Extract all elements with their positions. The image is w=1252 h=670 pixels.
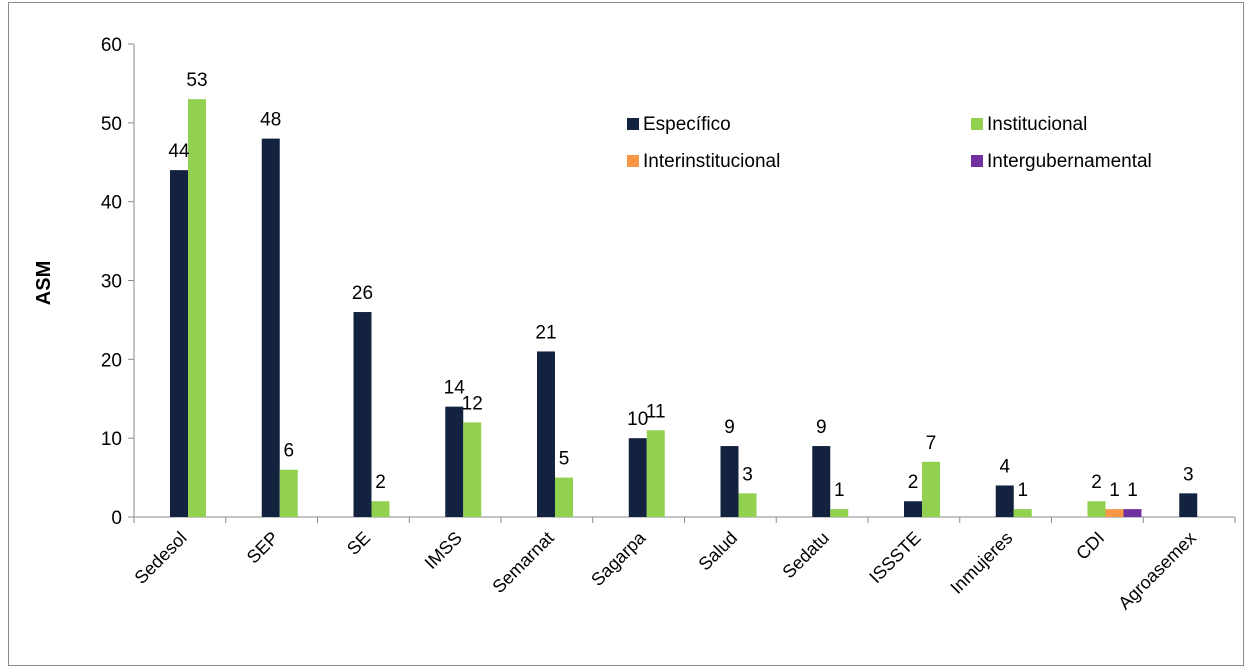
data-label: 44 bbox=[168, 141, 190, 162]
bar bbox=[188, 99, 206, 517]
data-label: 1 bbox=[834, 480, 845, 501]
legend-label: Institucional bbox=[987, 114, 1087, 135]
bar bbox=[170, 170, 188, 517]
y-tick-label: 0 bbox=[111, 508, 122, 529]
bar bbox=[371, 501, 390, 517]
y-tick-label: 10 bbox=[101, 429, 122, 450]
bar bbox=[1087, 501, 1106, 517]
data-label: 6 bbox=[283, 441, 294, 462]
bar bbox=[1105, 509, 1124, 517]
data-label: 2 bbox=[908, 472, 919, 493]
data-label: 9 bbox=[816, 417, 827, 438]
bars bbox=[170, 99, 1198, 517]
data-label: 48 bbox=[260, 110, 281, 131]
bar bbox=[1123, 509, 1142, 517]
y-axis-label: ASM bbox=[33, 261, 55, 305]
bar bbox=[279, 469, 298, 517]
legend-swatch bbox=[627, 118, 639, 130]
y-tick-label: 60 bbox=[101, 35, 122, 56]
category-label: Semarnat bbox=[488, 528, 557, 597]
bar bbox=[720, 446, 739, 517]
y-tick-label: 50 bbox=[101, 114, 122, 135]
category-label: Salud bbox=[695, 528, 742, 575]
legend: Específico Institucional Interinstituciona… bbox=[627, 114, 1152, 172]
data-label: 3 bbox=[1183, 464, 1194, 485]
bar bbox=[555, 477, 573, 517]
category-label: SE bbox=[343, 528, 374, 559]
chart-frame: ASM 0 10 20 30 40 50 60 44 53 48 6 26 2 14 12 21 5 10 11 9… bbox=[8, 2, 1244, 666]
data-label: 9 bbox=[724, 417, 735, 438]
data-label: 1 bbox=[1017, 480, 1028, 501]
data-label: 5 bbox=[559, 449, 570, 470]
axes: 0 10 20 30 40 50 60 bbox=[101, 35, 1236, 529]
data-label: 21 bbox=[535, 322, 556, 343]
category-label: Sedesol bbox=[131, 528, 191, 588]
category-labels: Sedesol SEP SE IMSS Semarnat Sagarpa Salud Seda… bbox=[131, 527, 1200, 613]
bar bbox=[922, 461, 940, 517]
bar bbox=[995, 485, 1014, 517]
data-label: 10 bbox=[627, 409, 648, 430]
category-label: ISSSTE bbox=[865, 528, 924, 587]
legend-swatch bbox=[971, 118, 983, 130]
category-label: SEP bbox=[243, 528, 283, 568]
category-label: CDI bbox=[1072, 528, 1108, 564]
bar bbox=[738, 493, 757, 517]
data-label: 2 bbox=[375, 472, 386, 493]
category-label: Agroasemex bbox=[1114, 528, 1200, 614]
bar bbox=[463, 422, 482, 517]
bar bbox=[830, 509, 849, 517]
bar bbox=[1013, 509, 1032, 517]
category-label: Sedatu bbox=[778, 528, 832, 582]
data-label: 7 bbox=[926, 433, 937, 454]
bar bbox=[646, 430, 665, 517]
y-tick-label: 20 bbox=[101, 350, 122, 371]
data-label: 4 bbox=[999, 456, 1010, 477]
data-label: 11 bbox=[646, 401, 666, 422]
category-label: Inmujeres bbox=[946, 528, 1016, 598]
category-label: IMSS bbox=[421, 528, 466, 573]
legend-label: Intergubernamental bbox=[987, 151, 1152, 172]
bar bbox=[1179, 493, 1198, 517]
data-label: 1 bbox=[1127, 480, 1138, 501]
data-label: 1 bbox=[1109, 480, 1120, 501]
data-label: 3 bbox=[742, 464, 753, 485]
bar bbox=[445, 406, 464, 517]
data-label: 2 bbox=[1091, 472, 1102, 493]
y-tick-label: 30 bbox=[101, 272, 122, 293]
legend-swatch bbox=[971, 155, 983, 167]
bar bbox=[353, 312, 372, 517]
y-tick-label: 40 bbox=[101, 193, 122, 214]
bar bbox=[537, 351, 555, 517]
bar bbox=[628, 438, 647, 517]
category-label: Sagarpa bbox=[587, 527, 650, 590]
legend-swatch bbox=[627, 155, 639, 167]
data-label: 53 bbox=[186, 70, 207, 91]
bar bbox=[812, 446, 831, 517]
bar bbox=[904, 501, 922, 517]
bar bbox=[261, 138, 280, 517]
data-label: 14 bbox=[444, 378, 466, 399]
data-label: 26 bbox=[352, 283, 373, 304]
data-label: 12 bbox=[462, 393, 483, 414]
legend-label: Interinstitucional bbox=[643, 151, 780, 172]
legend-label: Específico bbox=[643, 114, 731, 135]
